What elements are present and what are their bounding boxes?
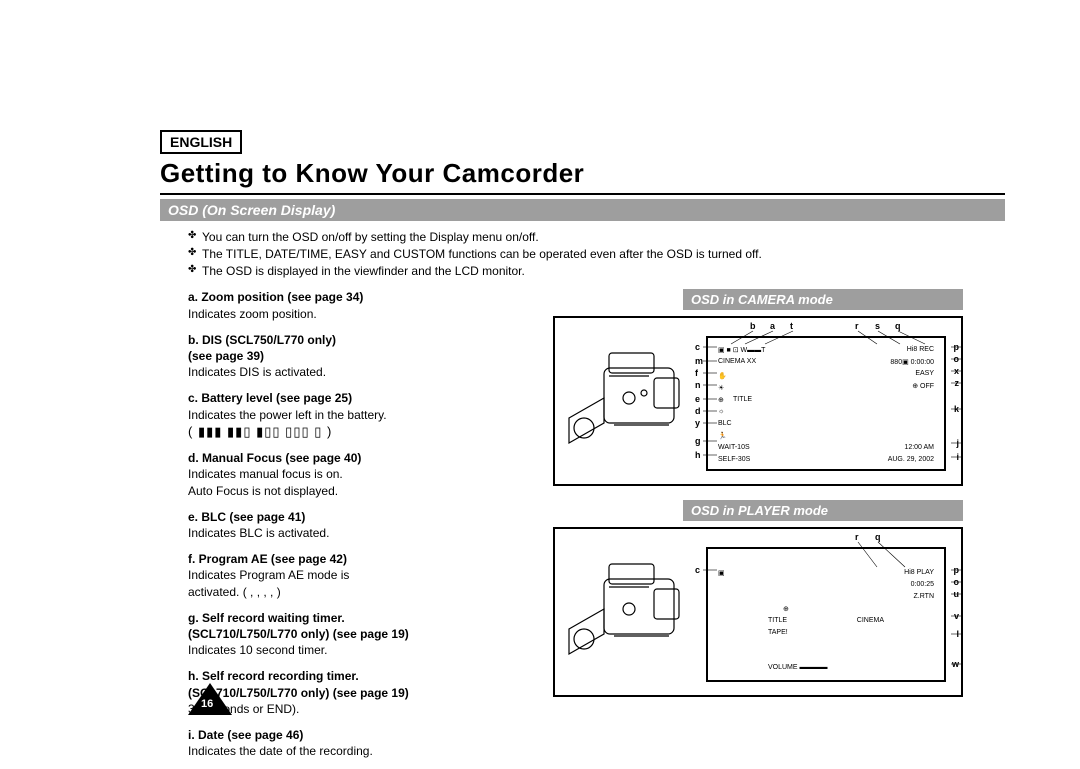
item-e: e. BLC (see page 41) Indicates BLC is ac… (188, 509, 533, 541)
columns: a. Zoom position (see page 34) Indicates… (160, 289, 1005, 769)
item-f: f. Program AE (see page 42) Indicates Pr… (188, 551, 533, 600)
bullet-item: You can turn the OSD on/off by setting t… (188, 229, 1005, 246)
manual-page: ENGLISH Getting to Know Your Camcorder O… (0, 0, 1080, 763)
player-mode-figure: ▣ Hi8 PLAY 0:00:25 Z.RTN ⊕ TITLE CINEMA … (553, 527, 963, 697)
camera-osd-screen: ▣ ■ ⊡ W▬▬T Hi8 REC CINEMA XX 880▣ 0:00:0… (706, 336, 946, 471)
camera-mode-heading: OSD in CAMERA mode (683, 289, 963, 310)
camera-mode-figure: ▣ ■ ⊡ W▬▬T Hi8 REC CINEMA XX 880▣ 0:00:0… (553, 316, 963, 486)
battery-icons: ( ▮▮▮ ▮▮▯ ▮▯▯ ▯▯▯ ▯ ) (188, 424, 332, 439)
definitions-list: a. Zoom position (see page 34) Indicates… (188, 289, 533, 769)
item-b: b. DIS (SCL750/L770 only) (see page 39) … (188, 332, 533, 381)
player-mode-heading: OSD in PLAYER mode (683, 500, 963, 521)
content-area: ENGLISH Getting to Know Your Camcorder O… (160, 130, 1005, 713)
player-osd-screen: ▣ Hi8 PLAY 0:00:25 Z.RTN ⊕ TITLE CINEMA … (706, 547, 946, 682)
figures-column: OSD in CAMERA mode (553, 289, 1005, 769)
item-d: d. Manual Focus (see page 40) Indicates … (188, 450, 533, 499)
chapter-title: Getting to Know Your Camcorder (160, 158, 1005, 189)
camcorder-illustration (559, 343, 689, 463)
bullet-item: The TITLE, DATE/TIME, EASY and CUSTOM fu… (188, 246, 1005, 263)
bullet-item: The OSD is displayed in the viewfinder a… (188, 263, 1005, 280)
item-h: h. Self record recording timer. (SCL710/… (188, 668, 533, 717)
section-heading: OSD (On Screen Display) (160, 199, 1005, 221)
title-rule (160, 193, 1005, 195)
item-g: g. Self record waiting timer. (SCL710/L7… (188, 610, 533, 659)
item-a: a. Zoom position (see page 34) Indicates… (188, 289, 533, 321)
item-i: i. Date (see page 46) Indicates the date… (188, 727, 533, 759)
language-label: ENGLISH (160, 130, 242, 154)
item-c: c. Battery level (see page 25) Indicates… (188, 390, 533, 440)
intro-bullets: You can turn the OSD on/off by setting t… (188, 229, 1005, 279)
page-number: 16 (201, 698, 213, 710)
camcorder-illustration (559, 554, 689, 674)
